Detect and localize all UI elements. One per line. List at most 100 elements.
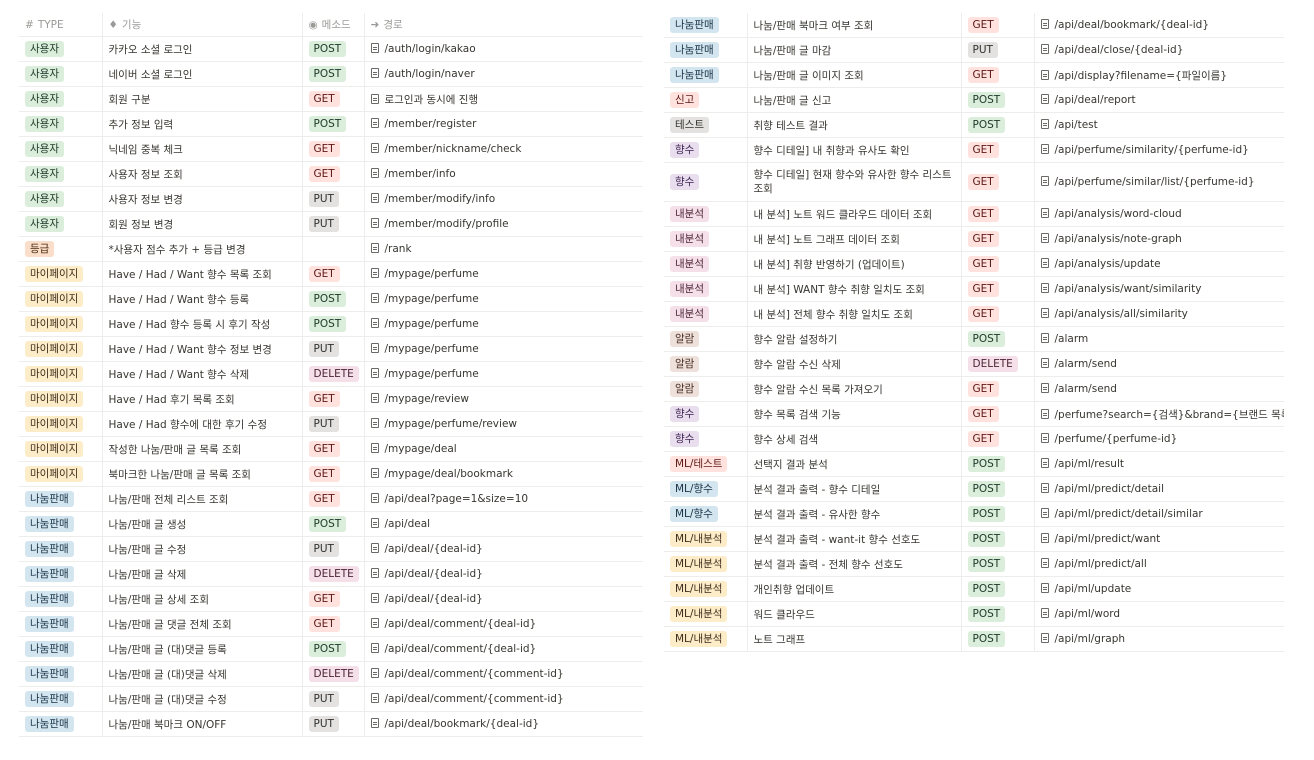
table-row[interactable]: 내분석 내 분석] 노트 워드 클라우드 데이터 조회 GET/api/analys… (664, 201, 1284, 227)
table-row[interactable]: 향수 향수 목록 검색 기능 GET/perfume?search={검색}&bra… (664, 401, 1284, 427)
method-cell[interactable]: POST (961, 526, 1035, 552)
function-cell[interactable]: 분석 결과 출력 - want-it 향수 선호도 (747, 526, 962, 552)
path-cell[interactable]: /api/deal/bookmark/{deal-id} (364, 711, 643, 737)
type-cell[interactable]: ML/향수 (664, 476, 748, 502)
type-cell[interactable]: 사용자 (19, 61, 103, 87)
function-cell[interactable]: 향수 디테일] 현재 향수와 유사한 향수 리스트 조회 (747, 162, 962, 202)
path-cell[interactable]: /api/ml/graph (1034, 626, 1284, 652)
table-row[interactable]: 나눔판매 나눔/판매 글 (대)댓글 수정 PUT/api/deal/comment… (19, 686, 643, 712)
type-cell[interactable]: 내분석 (664, 226, 748, 252)
function-cell[interactable]: 나눔/판매 북마크 ON/OFF (102, 711, 303, 737)
path-cell[interactable]: /api/ml/predict/detail/similar (1034, 501, 1284, 527)
path-cell[interactable]: /api/analysis/note-graph (1034, 226, 1284, 252)
function-cell[interactable]: 나눔/판매 글 상세 조회 (102, 586, 303, 612)
function-cell[interactable]: 향수 목록 검색 기능 (747, 401, 962, 427)
method-cell[interactable]: GET (302, 161, 365, 187)
table-row[interactable]: ML/내분석 워드 클라우드 POST/api/ml/word (664, 601, 1284, 627)
table-row[interactable]: 사용자 닉네임 중복 체크 GET/member/nickname/check (19, 136, 643, 162)
function-cell[interactable]: 나눔/판매 글 생성 (102, 511, 303, 537)
table-row[interactable]: 나눔판매 나눔/판매 북마크 여부 조회 GET/api/deal/bookmark… (664, 13, 1284, 38)
path-cell[interactable]: /api/deal/comment/{deal-id} (364, 636, 643, 662)
function-cell[interactable]: 닉네임 중복 체크 (102, 136, 303, 162)
method-cell[interactable]: POST (961, 601, 1035, 627)
type-cell[interactable]: ML/테스트 (664, 451, 748, 477)
path-cell[interactable]: /api/deal/comment/{comment-id} (364, 661, 643, 687)
table-row[interactable]: 사용자 회원 구분 GET 로그인과 동시에 진행 (19, 86, 643, 112)
function-cell[interactable]: 향수 디테일] 내 취향과 유사도 확인 (747, 137, 962, 163)
function-cell[interactable]: 나눔/판매 글 삭제 (102, 561, 303, 587)
path-cell[interactable]: /mypage/perfume (364, 361, 643, 387)
method-cell[interactable]: POST (302, 286, 365, 312)
table-row[interactable]: 사용자 추가 정보 입력 POST/member/register (19, 111, 643, 137)
path-cell[interactable]: /mypage/perfume (364, 261, 643, 287)
function-cell[interactable]: Have / Had / Want 향수 정보 변경 (102, 336, 303, 362)
function-cell[interactable]: 나눔/판매 글 수정 (102, 536, 303, 562)
function-cell[interactable]: 내 분석] 노트 워드 클라우드 데이터 조회 (747, 201, 962, 227)
method-cell[interactable]: GET (961, 276, 1035, 302)
type-cell[interactable]: 알람 (664, 351, 748, 377)
method-cell[interactable]: POST (961, 112, 1035, 138)
function-cell[interactable]: 향수 상세 검색 (747, 426, 962, 452)
function-cell[interactable]: 개인취향 업데이트 (747, 576, 962, 602)
table-row[interactable]: 사용자 네이버 소셜 로그인 POST/auth/login/naver (19, 61, 643, 87)
table-row[interactable]: 향수 향수 상세 검색 GET/perfume/{perfume-id} (664, 426, 1284, 452)
type-cell[interactable]: 알람 (664, 326, 748, 352)
function-cell[interactable]: 나눔/판매 글 (대)댓글 삭제 (102, 661, 303, 687)
path-cell[interactable]: /member/register (364, 111, 643, 137)
type-cell[interactable]: 나눔판매 (19, 686, 103, 712)
type-cell[interactable]: 사용자 (19, 136, 103, 162)
type-cell[interactable]: 사용자 (19, 161, 103, 187)
path-cell[interactable]: /api/analysis/all/similarity (1034, 301, 1284, 327)
path-cell[interactable]: /auth/login/kakao (364, 36, 643, 62)
method-cell[interactable]: GET (961, 62, 1035, 88)
type-cell[interactable]: 나눔판매 (19, 586, 103, 612)
type-cell[interactable]: 등급 (19, 236, 103, 262)
method-column-header[interactable]: ◉ 메소드 (302, 13, 365, 37)
method-cell[interactable]: POST (302, 111, 365, 137)
table-row[interactable]: 알람 향수 알람 수신 삭제 DELETE/alarm/send (664, 351, 1284, 377)
path-cell[interactable]: /api/deal/{deal-id} (364, 586, 643, 612)
method-cell[interactable]: PUT (302, 186, 365, 212)
function-cell[interactable]: *사용자 점수 추가 + 등급 변경 (102, 236, 303, 262)
function-cell[interactable]: 카카오 소셜 로그인 (102, 36, 303, 62)
table-row[interactable]: ML/테스트 선택지 결과 분석 POST/api/ml/result (664, 451, 1284, 477)
table-row[interactable]: 마이페이지 Have / Had 향수에 대한 후기 수정 PUT/mypage/p… (19, 411, 643, 437)
type-cell[interactable]: 향수 (664, 426, 748, 452)
table-row[interactable]: 사용자 사용자 정보 변경 PUT/member/modify/info (19, 186, 643, 212)
path-cell[interactable]: /api/ml/predict/all (1034, 551, 1284, 577)
path-cell[interactable]: /auth/login/naver (364, 61, 643, 87)
function-cell[interactable]: 회원 정보 변경 (102, 211, 303, 237)
table-row[interactable]: 마이페이지 Have / Had 향수 등록 시 후기 작성 POST/mypage… (19, 311, 643, 337)
table-row[interactable]: 마이페이지 북마크한 나눔/판매 글 목록 조회 GET/mypage/deal/b… (19, 461, 643, 487)
type-cell[interactable]: 나눔판매 (19, 711, 103, 737)
method-cell[interactable]: GET (961, 251, 1035, 277)
path-cell[interactable]: 로그인과 동시에 진행 (364, 86, 643, 112)
method-cell[interactable]: PUT (302, 686, 365, 712)
table-row[interactable]: 나눔판매 나눔/판매 글 (대)댓글 삭제 DELETE/api/deal/comm… (19, 661, 643, 687)
method-cell[interactable]: GET (961, 226, 1035, 252)
type-cell[interactable]: 내분석 (664, 251, 748, 277)
path-cell[interactable]: /mypage/perfume/review (364, 411, 643, 437)
table-row[interactable]: 등급 *사용자 점수 추가 + 등급 변경/rank (19, 236, 643, 262)
method-cell[interactable]: GET (961, 426, 1035, 452)
function-cell[interactable]: 회원 구분 (102, 86, 303, 112)
table-row[interactable]: 마이페이지 작성한 나눔/판매 글 목록 조회 GET/mypage/deal (19, 436, 643, 462)
method-cell[interactable] (302, 236, 365, 262)
table-row[interactable]: 나눔판매 나눔/판매 글 상세 조회 GET/api/deal/{deal-id} (19, 586, 643, 612)
path-cell[interactable]: /api/analysis/want/similarity (1034, 276, 1284, 302)
path-cell[interactable]: /perfume?search={검색}&brand={브랜드 목록 (1034, 401, 1284, 427)
table-row[interactable]: ML/향수 분석 결과 출력 - 향수 디테일 POST/api/ml/predic… (664, 476, 1284, 502)
path-cell[interactable]: /api/deal/{deal-id} (364, 536, 643, 562)
path-cell[interactable]: /mypage/deal (364, 436, 643, 462)
type-cell[interactable]: 사용자 (19, 86, 103, 112)
table-row[interactable]: 나눔판매 나눔/판매 글 생성 POST/api/deal (19, 511, 643, 537)
type-cell[interactable]: 내분석 (664, 301, 748, 327)
table-row[interactable]: 내분석 내 분석] 전체 향수 취향 일치도 조회 GET/api/analysis… (664, 301, 1284, 327)
path-cell[interactable]: /api/perfume/similar/list/{perfume-id} (1034, 162, 1284, 202)
type-cell[interactable]: ML/향수 (664, 501, 748, 527)
function-cell[interactable]: Have / Had / Want 향수 등록 (102, 286, 303, 312)
path-cell[interactable]: /alarm/send (1034, 351, 1284, 377)
type-cell[interactable]: 나눔판매 (19, 486, 103, 512)
method-cell[interactable]: POST (961, 576, 1035, 602)
type-cell[interactable]: 향수 (664, 137, 748, 163)
